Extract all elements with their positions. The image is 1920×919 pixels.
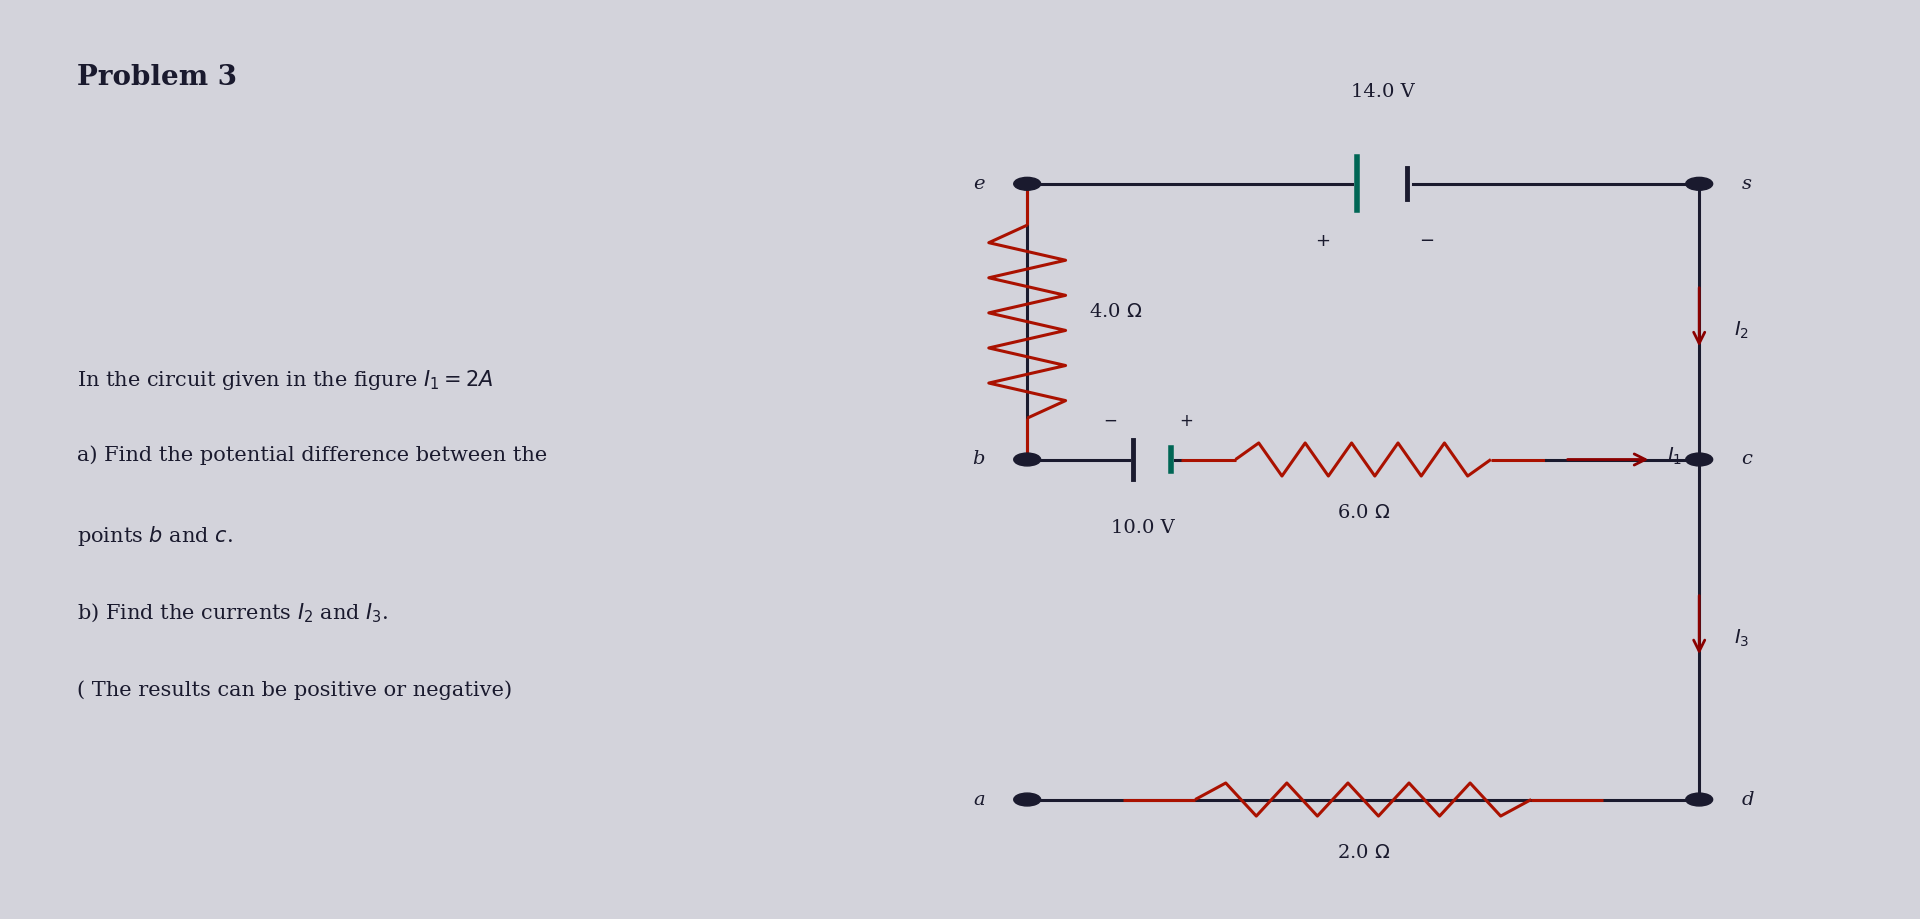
Text: a: a xyxy=(973,790,985,809)
Text: Problem 3: Problem 3 xyxy=(77,64,236,91)
Text: −: − xyxy=(1102,412,1117,430)
Text: $I_2$: $I_2$ xyxy=(1734,320,1749,342)
Circle shape xyxy=(1014,453,1041,466)
Circle shape xyxy=(1014,177,1041,190)
Text: −: − xyxy=(1419,232,1434,250)
Text: In the circuit given in the figure $I_1 = 2A$: In the circuit given in the figure $I_1 … xyxy=(77,368,493,391)
Text: d: d xyxy=(1741,790,1755,809)
Text: a) Find the potential difference between the: a) Find the potential difference between… xyxy=(77,446,547,465)
Text: 6.0 $\Omega$: 6.0 $\Omega$ xyxy=(1336,504,1390,522)
Text: +: + xyxy=(1315,232,1331,250)
Text: e: e xyxy=(973,175,985,193)
Text: b) Find the currents $I_2$ and $I_3$.: b) Find the currents $I_2$ and $I_3$. xyxy=(77,602,388,625)
Text: $I_3$: $I_3$ xyxy=(1734,628,1749,650)
Text: points $b$ and $c$.: points $b$ and $c$. xyxy=(77,524,232,548)
Text: c: c xyxy=(1741,450,1753,469)
Circle shape xyxy=(1686,177,1713,190)
Circle shape xyxy=(1014,793,1041,806)
Text: 2.0 $\Omega$: 2.0 $\Omega$ xyxy=(1336,844,1390,862)
Text: ( The results can be positive or negative): ( The results can be positive or negativ… xyxy=(77,680,513,699)
Text: 10.0 V: 10.0 V xyxy=(1110,519,1175,538)
Text: +: + xyxy=(1179,412,1194,430)
Circle shape xyxy=(1686,453,1713,466)
Text: 14.0 V: 14.0 V xyxy=(1350,83,1415,101)
Text: $I_1$: $I_1$ xyxy=(1667,446,1682,468)
Text: b: b xyxy=(972,450,985,469)
Text: 4.0 $\Omega$: 4.0 $\Omega$ xyxy=(1089,303,1142,322)
Circle shape xyxy=(1686,793,1713,806)
Text: s: s xyxy=(1741,175,1751,193)
